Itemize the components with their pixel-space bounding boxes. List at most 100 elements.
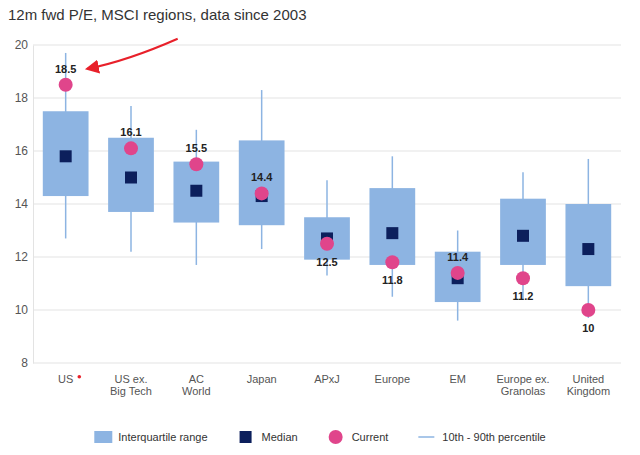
- chart-svg: 12m fwd P/E, MSCI regions, data since 20…: [0, 0, 640, 455]
- current-marker: [320, 237, 334, 251]
- data-label: 16.1: [120, 126, 141, 138]
- highlight-dot: [78, 375, 82, 379]
- legend-label: Interquartile range: [118, 431, 207, 443]
- y-tick-label: 8: [21, 356, 28, 370]
- x-tick-label-line: Europe: [375, 373, 410, 385]
- points: [60, 150, 595, 284]
- y-tick: 16: [15, 144, 33, 158]
- y-tick: 14: [15, 197, 33, 211]
- x-tick-label: ACWorld: [182, 373, 211, 398]
- y-tick: 8: [21, 356, 33, 370]
- y-tick-label: 18: [15, 91, 29, 105]
- x-tick-label: Europe ex.Granolas: [496, 373, 549, 398]
- legend: Interquartile range Median Current 10th - 9…: [94, 430, 545, 444]
- median-marker: [125, 172, 137, 184]
- legend-label: Median: [262, 431, 298, 443]
- x-tick: UnitedKingdom: [567, 363, 610, 397]
- x-tick-label-line: Granolas: [501, 385, 546, 397]
- x-tick: US ex.Big Tech: [110, 363, 152, 397]
- legend-item: Current: [329, 430, 389, 444]
- x-tick: Europe ex.Granolas: [496, 363, 549, 397]
- x-tick-label-line: Europe ex.: [496, 373, 549, 385]
- boxes: [43, 111, 611, 302]
- x-tick-label: UnitedKingdom: [567, 373, 610, 398]
- iqr-box: [435, 252, 481, 302]
- y-tick: 18: [15, 91, 33, 105]
- legend-swatch: [329, 430, 343, 444]
- x-tick-label: Japan: [247, 373, 277, 385]
- legend-item: 10th - 90th percentile: [418, 431, 545, 443]
- whiskers: [66, 53, 589, 321]
- median-marker: [190, 185, 202, 197]
- legend-item: Interquartile range: [94, 431, 207, 443]
- plot-marks: [43, 53, 611, 321]
- y-tick-label: 14: [15, 197, 29, 211]
- y-tick-label: 10: [15, 303, 29, 317]
- x-tick: EM: [449, 363, 466, 385]
- y-tick: 20: [15, 38, 33, 52]
- iqr-box: [108, 138, 154, 212]
- x-axis-line: [34, 363, 622, 364]
- y-tick: 10: [15, 303, 33, 317]
- x-tick-label-line: US: [58, 373, 73, 385]
- x-tick: Japan: [247, 363, 277, 385]
- x-tick-label-line: APxJ: [314, 373, 340, 385]
- iqr-box: [565, 204, 611, 286]
- data-label: 14.4: [251, 171, 273, 183]
- median-marker: [60, 150, 72, 162]
- iqr-box: [500, 199, 546, 265]
- x-tick-label: US ex.Big Tech: [110, 373, 152, 398]
- current-marker: [59, 78, 73, 92]
- data-label: 12.5: [316, 256, 337, 268]
- data-label: 10: [582, 322, 594, 334]
- x-tick-label: APxJ: [314, 373, 340, 385]
- x-tick-label-line: United: [572, 373, 604, 385]
- legend-item: Median: [240, 431, 298, 443]
- data-labels: 18.516.115.514.412.511.811.411.210: [55, 63, 595, 334]
- x-tick-label-line: AC: [189, 373, 204, 385]
- x-tick: APxJ: [314, 363, 340, 385]
- x-tick-label-line: US ex.: [114, 373, 147, 385]
- legend-swatch: [418, 436, 434, 438]
- x-tick: Europe: [375, 363, 410, 385]
- current-marker: [385, 255, 399, 269]
- x-tick-label-line: Japan: [247, 373, 277, 385]
- y-tick-label: 16: [15, 144, 29, 158]
- x-tick-label-line: Big Tech: [110, 385, 152, 397]
- current-marker: [255, 186, 269, 200]
- x-tick-label: EM: [449, 373, 466, 385]
- x-tick: US: [58, 363, 81, 385]
- x-tick-label: US: [58, 373, 73, 385]
- chart-title: 12m fwd P/E, MSCI regions, data since 20…: [8, 6, 306, 23]
- legend-label: Current: [352, 431, 389, 443]
- median-marker: [386, 227, 398, 239]
- y-axis: 8 10 12 14 16 18 20: [15, 38, 34, 370]
- data-label: 11.4: [447, 251, 469, 263]
- x-axis: US US ex.Big Tech ACWorld Japan APxJ Europe EM…: [34, 363, 622, 397]
- median-marker: [582, 243, 594, 255]
- median-marker: [517, 230, 529, 242]
- current-marker: [451, 266, 465, 280]
- iqr-box: [239, 140, 285, 225]
- current-marker: [189, 157, 203, 171]
- grid-line: [33, 363, 621, 364]
- x-tick-label-line: EM: [449, 373, 466, 385]
- iqr-box: [43, 111, 89, 196]
- current-marker: [581, 303, 595, 317]
- chart-container: 12m fwd P/E, MSCI regions, data since 20…: [0, 0, 640, 455]
- iqr-box: [304, 217, 350, 259]
- y-tick-label: 20: [15, 38, 29, 52]
- y-tick: 12: [15, 250, 33, 264]
- x-tick-label-line: World: [182, 385, 211, 397]
- y-axis-line: [33, 46, 34, 364]
- data-label: 18.5: [55, 63, 76, 75]
- grid-line: [33, 310, 621, 311]
- iqr-box: [369, 188, 415, 265]
- grid-line: [33, 45, 621, 46]
- x-tick: ACWorld: [182, 363, 211, 397]
- points: [59, 78, 596, 317]
- x-tick-label-line: Kingdom: [567, 385, 610, 397]
- legend-swatch: [240, 431, 252, 443]
- data-label: 11.8: [382, 274, 403, 286]
- current-marker: [516, 271, 530, 285]
